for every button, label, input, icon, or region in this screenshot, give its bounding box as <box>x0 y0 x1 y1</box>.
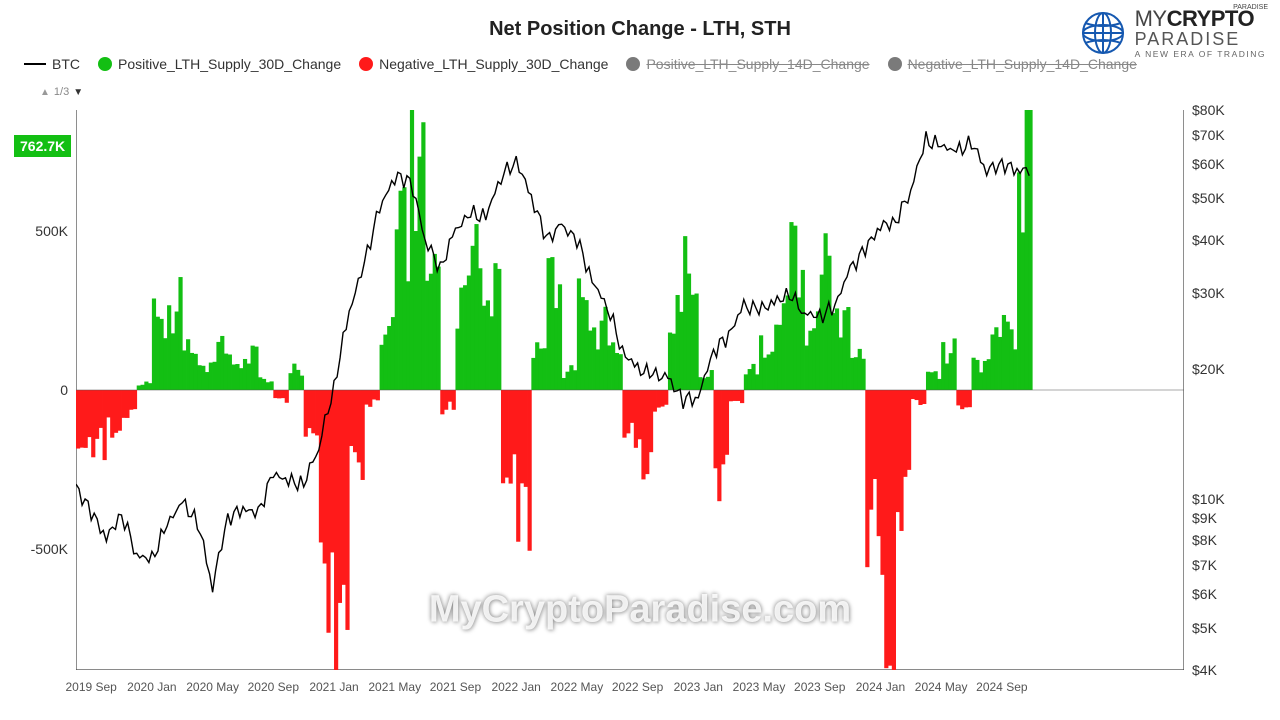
logo-tagline: A NEW ERA OF TRADING <box>1135 50 1266 59</box>
legend-neg14-label: Negative_LTH_Supply_14D_Change <box>908 56 1137 72</box>
x-axis-tick-label: 2022 May <box>551 680 604 694</box>
left-axis-tick-label: -500K <box>31 541 68 557</box>
right-axis-tick-label: $6K <box>1192 586 1217 602</box>
legend: BTC Positive_LTH_Supply_30D_Change Negat… <box>24 56 1137 72</box>
right-axis-tick-label: $5K <box>1192 620 1217 636</box>
right-axis-tick-label: $7K <box>1192 557 1217 573</box>
logo-my: MY <box>1135 6 1167 31</box>
x-axis-tick-label: 2024 May <box>915 680 968 694</box>
left-axis-tick-label: 500K <box>35 223 68 239</box>
left-axis-tick-label: 0 <box>60 382 68 398</box>
right-axis-tick-label: $40K <box>1192 232 1225 248</box>
right-axis-tick-label: $80K <box>1192 102 1225 118</box>
circle-swatch <box>98 57 112 71</box>
x-axis-tick-label: 2020 Sep <box>248 680 299 694</box>
pager: ▲ 1/3 ▼ <box>40 86 83 98</box>
right-axis-tick-label: $20K <box>1192 361 1225 377</box>
right-axis-tick-label: $60K <box>1192 156 1225 172</box>
legend-neg30-label: Negative_LTH_Supply_30D_Change <box>379 56 608 72</box>
x-axis-tick-label: 2021 Jan <box>309 680 358 694</box>
right-axis-tick-label: $30K <box>1192 285 1225 301</box>
x-axis-tick-label: 2020 Jan <box>127 680 176 694</box>
legend-pos14-label: Positive_LTH_Supply_14D_Change <box>646 56 869 72</box>
legend-pos30[interactable]: Positive_LTH_Supply_30D_Change <box>98 56 341 72</box>
circle-swatch <box>359 57 373 71</box>
x-axis-tick-label: 2023 Sep <box>794 680 845 694</box>
x-axis-tick-label: 2021 Sep <box>430 680 481 694</box>
current-value-badge: 762.7K <box>14 135 71 157</box>
logo-paradise-tag: PARADISE <box>1233 4 1268 11</box>
legend-pos30-label: Positive_LTH_Supply_30D_Change <box>118 56 341 72</box>
x-axis-tick-label: 2024 Jan <box>856 680 905 694</box>
right-axis-tick-label: $50K <box>1192 190 1225 206</box>
logo-paradise: PARADISE <box>1135 29 1241 49</box>
right-axis-tick-label: $70K <box>1192 127 1225 143</box>
right-axis-tick-label: $4K <box>1192 662 1217 678</box>
pager-down-icon[interactable]: ▼ <box>73 87 83 98</box>
right-axis-tick-label: $10K <box>1192 491 1225 507</box>
x-axis-tick-label: 2023 May <box>733 680 786 694</box>
legend-pos14[interactable]: Positive_LTH_Supply_14D_Change <box>626 56 869 72</box>
chart-plot-area[interactable] <box>76 110 1184 670</box>
right-axis-tick-label: $9K <box>1192 510 1217 526</box>
legend-neg14[interactable]: Negative_LTH_Supply_14D_Change <box>888 56 1137 72</box>
line-swatch <box>24 63 46 65</box>
x-axis-tick-label: 2021 May <box>368 680 421 694</box>
legend-btc-label: BTC <box>52 56 80 72</box>
x-axis-tick-label: 2022 Sep <box>612 680 663 694</box>
chart-title: Net Position Change - LTH, STH <box>489 18 791 41</box>
circle-swatch <box>888 57 902 71</box>
pager-up-icon[interactable]: ▲ <box>40 87 50 98</box>
circle-swatch <box>626 57 640 71</box>
legend-btc[interactable]: BTC <box>24 56 80 72</box>
brand-logo: MYCRYPTO PARADISE A NEW ERA OF TRADING P… <box>1079 8 1266 59</box>
x-axis-tick-label: 2024 Sep <box>976 680 1027 694</box>
legend-neg30[interactable]: Negative_LTH_Supply_30D_Change <box>359 56 608 72</box>
right-axis-tick-label: $8K <box>1192 532 1217 548</box>
x-axis-tick-label: 2020 May <box>186 680 239 694</box>
pager-text: 1/3 <box>54 86 69 98</box>
x-axis-tick-label: 2023 Jan <box>674 680 723 694</box>
x-axis-tick-label: 2019 Sep <box>65 680 116 694</box>
x-axis-tick-label: 2022 Jan <box>491 680 540 694</box>
globe-icon <box>1079 9 1127 57</box>
